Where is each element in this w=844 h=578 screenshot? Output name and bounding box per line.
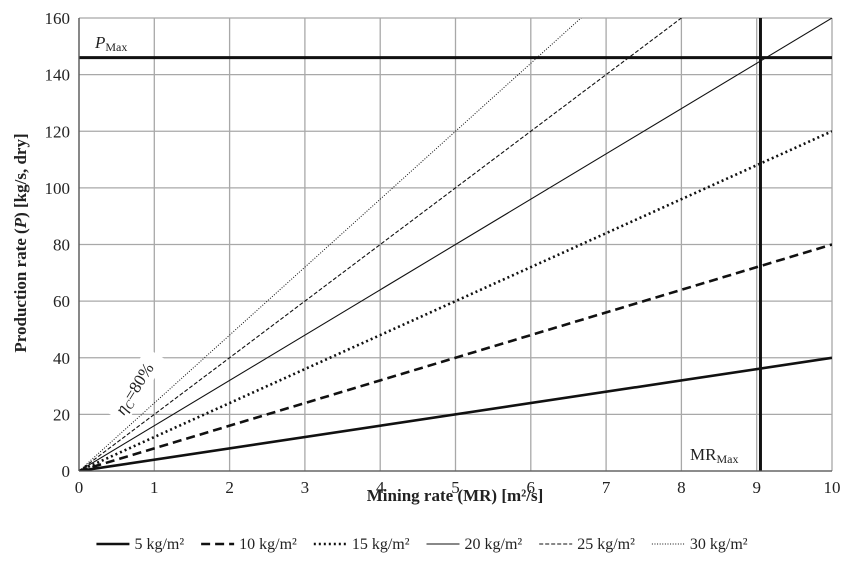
legend: 5 kg/m² 10 kg/m² 15 kg/m² 20 kg/m² 25 kg/m² 3… [96, 536, 748, 553]
x-tick-label-3: 3 [301, 478, 310, 497]
legend-label-6: 30 kg/m² [690, 536, 748, 553]
series-line-4 [79, 18, 832, 471]
x-tick-label-4: 4 [376, 478, 385, 497]
x-tick-label-10: 10 [824, 478, 841, 497]
legend-label-5: 25 kg/m² [577, 536, 635, 553]
y-tick-label-3: 60 [53, 292, 70, 311]
x-tick-label-7: 7 [602, 478, 611, 497]
y-tick-label-6: 120 [45, 122, 71, 141]
series-line-2 [79, 243, 832, 471]
y-tick-label-2: 40 [53, 349, 70, 368]
y-tick-label-0: 0 [62, 462, 71, 481]
y-tick-label-1: 20 [53, 405, 70, 424]
legend-label-2: 10 kg/m² [239, 536, 297, 553]
y-tick-labels: 0 20 40 60 80 100 120 140 160 [45, 9, 71, 481]
axes [78, 18, 832, 472]
series-line-6 [79, 18, 582, 471]
mrmax-label: MRMax [690, 445, 738, 466]
y-tick-label-5: 100 [45, 179, 71, 198]
pmax-label: PMax [94, 33, 127, 54]
reference-lines [79, 18, 832, 471]
x-tick-label-2: 2 [225, 478, 234, 497]
x-tick-label-6: 6 [527, 478, 536, 497]
x-tick-label-9: 9 [752, 478, 761, 497]
x-tick-label-5: 5 [451, 478, 460, 497]
y-tick-label-7: 140 [45, 66, 71, 85]
legend-label-1: 5 kg/m² [134, 536, 184, 553]
x-tick-label-0: 0 [75, 478, 84, 497]
legend-label-3: 15 kg/m² [352, 536, 410, 553]
y-axis-title: Production rate (P) [kg/s, dry] [11, 133, 30, 352]
series-line-5 [79, 18, 683, 471]
y-tick-label-8: 160 [45, 9, 71, 28]
x-tick-label-8: 8 [677, 478, 686, 497]
x-axis-title: Mining rate (MR) [m²/s] [367, 486, 543, 505]
x-tick-labels: 0 1 2 3 4 5 6 7 8 9 10 [75, 478, 841, 497]
x-tick-label-1: 1 [150, 478, 159, 497]
series-lines [79, 18, 832, 471]
series-line-1 [79, 356, 832, 471]
legend-label-4: 20 kg/m² [465, 536, 523, 553]
y-tick-label-4: 80 [53, 236, 70, 255]
